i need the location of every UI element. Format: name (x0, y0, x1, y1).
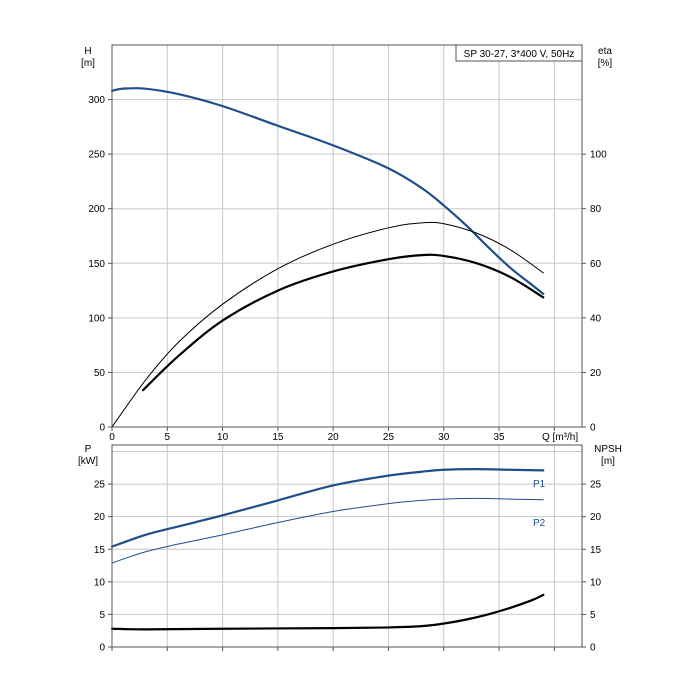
title-box-frame (455, 44, 583, 62)
left-axis-tick-label: 100 (88, 313, 105, 324)
right-axis-tick-label: 20 (590, 512, 602, 523)
right-axis-tick-label: 80 (590, 204, 602, 215)
bottom-grid (112, 445, 582, 647)
left-axis-tick-label: 5 (99, 610, 105, 621)
x-axis-tick-label: 10 (217, 432, 229, 443)
bottom-ticks: 0 5 10 15 20 25 0 5 10 15 20 25 (94, 480, 602, 654)
left-axis-tick-label: 0 (99, 643, 105, 654)
left-axis-tick-label: 0 (99, 423, 105, 434)
series-line-bottom-1 (111, 497, 544, 564)
p1-curve-label: P1 (533, 479, 546, 490)
right-axis-tick-label: 60 (590, 259, 602, 270)
right-axis-tick-label: 10 (590, 577, 602, 588)
left-axis-tick-label: 10 (94, 577, 106, 588)
right-axis-tick-label: 0 (590, 643, 596, 654)
power-axis-label: P (85, 444, 92, 455)
eta-axis-unit: [%] (598, 58, 613, 69)
series-line-top-0 (110, 87, 545, 295)
x-axis-tick-label: 35 (493, 432, 505, 443)
power-axis-unit: [kW] (78, 456, 98, 467)
left-axis-tick-label: 20 (94, 512, 106, 523)
head-axis-label: H (84, 46, 91, 57)
head-axis-unit: [m] (81, 58, 95, 69)
x-axis-tick-label: 15 (272, 432, 284, 443)
right-axis-tick-label: 20 (590, 368, 602, 379)
left-axis-tick-label: 200 (88, 204, 105, 215)
series-line-bottom-2 (110, 593, 545, 631)
series-line-top-2 (141, 253, 545, 392)
x-axis-tick-label: 20 (328, 432, 340, 443)
top-ticks: 0 50 100 150 200 250 300 0 20 40 60 80 100 0 5 10 15 20 25… (88, 95, 607, 443)
left-axis-tick-label: 50 (94, 368, 106, 379)
top-curves (110, 87, 545, 428)
top-plot-frame (111, 44, 583, 428)
left-axis-tick-label: 300 (88, 95, 105, 106)
right-axis-tick-label: 5 (590, 610, 596, 621)
series-line-bottom-0 (110, 468, 545, 548)
series-line-top-1 (111, 221, 544, 428)
x-axis-tick-label: 0 (109, 432, 115, 443)
bottom-plot-frame (111, 444, 583, 648)
right-axis-tick-label: 100 (590, 150, 607, 161)
left-axis-tick-label: 15 (94, 545, 106, 556)
flow-axis-label: Q [m³/h] (542, 432, 578, 443)
x-axis-tick-label: 5 (165, 432, 171, 443)
right-axis-tick-label: 0 (590, 423, 596, 434)
p2-curve-label: P2 (533, 518, 546, 529)
left-axis-tick-label: 25 (94, 480, 106, 491)
head-efficiency-panel: 0 50 100 150 200 250 300 0 20 40 60 80 100 0 5 10 15 20 25… (81, 44, 613, 443)
top-title-box: SP 30-27, 3*400 V, 50Hz (455, 44, 583, 62)
right-axis-tick-label: 15 (590, 545, 602, 556)
chart-title: SP 30-27, 3*400 V, 50Hz (464, 49, 575, 60)
eta-axis-label: eta (598, 46, 612, 57)
npsh-axis-label: NPSH (594, 444, 622, 455)
right-axis-tick-label: 25 (590, 480, 602, 491)
right-axis-tick-label: 40 (590, 313, 602, 324)
npsh-axis-unit: [m] (601, 456, 615, 467)
x-axis-tick-label: 30 (438, 432, 450, 443)
x-axis-tick-label: 25 (383, 432, 395, 443)
left-axis-tick-label: 150 (88, 259, 105, 270)
left-axis-tick-label: 250 (88, 150, 105, 161)
top-grid (112, 45, 582, 427)
bottom-curves (110, 468, 545, 631)
